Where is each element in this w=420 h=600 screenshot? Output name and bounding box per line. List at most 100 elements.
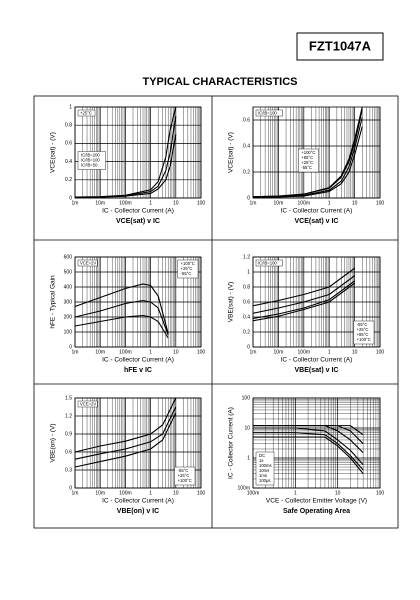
y-tick-label: 0	[69, 195, 72, 201]
y-tick-label: 0.4	[65, 159, 72, 165]
x-axis-label: VCE - Collector Emitter Voltage (V)	[266, 498, 367, 505]
series-line	[252, 280, 355, 320]
legend-box	[353, 320, 375, 345]
plot-border	[252, 256, 381, 348]
plot-border	[74, 106, 202, 199]
legend-box	[174, 466, 196, 486]
x-tick-label: 100	[197, 490, 206, 496]
legend-entry: +25°C	[181, 266, 193, 271]
annotation: VCE=2V	[80, 260, 96, 265]
legend-entry: +85°C	[301, 155, 313, 160]
x-tick-label: 1m	[250, 200, 257, 206]
y-tick-label: 1.2	[243, 254, 250, 260]
y-tick-label: 0.2	[243, 329, 250, 335]
annotation: IC/IB=100	[258, 260, 277, 265]
x-tick-label: 100m	[119, 490, 132, 496]
y-tick-label: 600	[64, 254, 73, 260]
x-tick-label: 10m	[95, 349, 105, 355]
annotation-box	[77, 400, 98, 408]
x-tick-label: 10	[352, 349, 358, 355]
series-line	[252, 275, 355, 314]
x-tick-label: 1m	[72, 490, 79, 496]
y-tick-label: 1.5	[65, 395, 72, 401]
page-title: TYPICAL CHARACTERISTICS	[142, 76, 297, 88]
y-axis-label: hFE - Typical Gain	[50, 275, 57, 329]
x-tick-label: 10m	[274, 200, 284, 206]
legend-entry: -55°C	[181, 271, 192, 276]
series-line	[74, 314, 169, 339]
series-line	[74, 397, 177, 453]
x-tick-label: 100	[376, 349, 385, 355]
x-tick-label: 1	[328, 349, 331, 355]
legend-entry: DC	[259, 453, 265, 458]
legend-entry: -55°C	[357, 322, 368, 327]
y-tick-label: 0	[247, 195, 250, 201]
y-tick-label: 100m	[237, 485, 250, 491]
part-box	[296, 32, 384, 61]
x-tick-label: 100	[376, 200, 385, 206]
x-axis-label: IC - Collector Current (A)	[281, 357, 353, 364]
x-tick-label: 10m	[95, 200, 105, 206]
y-tick-label: 500	[64, 269, 73, 275]
series-line	[74, 283, 169, 334]
plot-border	[252, 106, 381, 199]
x-tick-label: 1	[149, 200, 152, 206]
y-tick-label: 10	[244, 425, 250, 431]
chart-title: VBE(sat) v IC	[295, 367, 339, 374]
y-tick-label: 100	[64, 329, 73, 335]
y-tick-label: 0.6	[65, 141, 72, 147]
y-tick-label: 0.6	[243, 299, 250, 305]
x-axis-label: IC - Collector Current (A)	[281, 208, 353, 215]
series-line	[252, 126, 363, 198]
legend-entry: +25°C	[357, 327, 369, 332]
legend-box	[77, 151, 106, 170]
y-tick-label: 200	[64, 314, 73, 320]
series-line	[253, 427, 364, 466]
y-tick-label: 0.8	[243, 284, 250, 290]
y-tick-label: 1	[247, 455, 250, 461]
series-line	[253, 436, 364, 475]
y-tick-label: 0	[247, 344, 250, 350]
series-line	[252, 267, 355, 307]
x-tick-label: 10	[173, 349, 179, 355]
legend-entry: 10ms	[259, 468, 269, 473]
x-tick-label: 100	[197, 349, 206, 355]
x-tick-label: 1m	[72, 200, 79, 206]
y-axis-label: VCE(sat) - (V)	[50, 132, 57, 173]
legend-entry: 100µs	[259, 478, 271, 483]
plot-border	[74, 256, 202, 348]
x-tick-label: 1m	[250, 349, 257, 355]
y-tick-label: 0.2	[65, 177, 72, 183]
y-tick-label: 0.4	[243, 143, 250, 149]
annotation: IC/IB=100	[258, 110, 277, 115]
annotation-box	[77, 109, 96, 117]
x-tick-label: 100	[376, 490, 385, 496]
y-tick-label: 0.4	[243, 314, 250, 320]
legend-entry: 1s	[259, 458, 263, 463]
legend-entry: IC/IB=50	[81, 163, 98, 168]
x-tick-label: 10	[173, 200, 179, 206]
legend-entry: IC/IB=200	[81, 153, 100, 158]
series-line	[74, 406, 177, 460]
annotation-box	[77, 259, 98, 267]
annotation: +25°C	[80, 110, 92, 115]
x-tick-label: 100m	[119, 349, 132, 355]
x-tick-label: 10m	[274, 349, 284, 355]
x-tick-label: 1	[149, 490, 152, 496]
part-number: FZT1047A	[309, 38, 372, 53]
y-axis-label: VCE(sat) - (V)	[228, 132, 235, 173]
y-tick-label: 0.6	[65, 449, 72, 455]
y-tick-label: 0.2	[243, 169, 250, 175]
y-tick-label: 0.8	[65, 123, 72, 129]
series-line	[75, 134, 177, 198]
legend-entry: 100ms	[259, 463, 272, 468]
x-tick-label: 100m	[119, 200, 132, 206]
series-line	[253, 425, 364, 436]
legend-entry: -55°C	[301, 165, 312, 170]
plot-border	[74, 397, 202, 489]
x-axis-label: IC - Collector Current (A)	[102, 357, 174, 364]
legend-box	[255, 451, 275, 486]
legend-entry: +100°C	[301, 150, 315, 155]
chart-title: Safe Operating Area	[283, 508, 350, 515]
y-tick-label: 0.9	[65, 431, 72, 437]
